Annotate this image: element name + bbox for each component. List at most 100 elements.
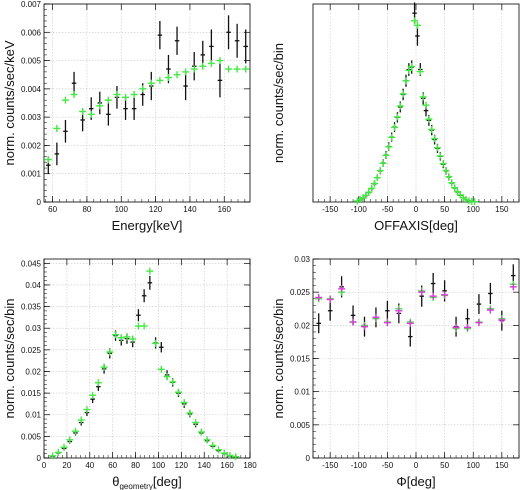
series-1 xyxy=(49,267,240,461)
data-point xyxy=(117,334,125,342)
data-point xyxy=(349,318,357,326)
data-point xyxy=(112,331,120,339)
x-axis-label: OFFAXIS[deg] xyxy=(374,218,458,233)
data-point xyxy=(226,451,234,459)
data-point xyxy=(216,57,224,65)
data-point xyxy=(242,65,250,73)
y-tick-label: 0.004 xyxy=(21,85,42,94)
x-tick-label: -50 xyxy=(382,205,394,214)
y-tick-label: 0.015 xyxy=(290,355,311,364)
data-point xyxy=(113,91,121,99)
y-tick-label: 0 xyxy=(37,454,42,463)
data-point xyxy=(163,373,171,381)
x-tick-label: -100 xyxy=(351,205,368,214)
data-point xyxy=(174,388,182,396)
data-point xyxy=(147,79,155,87)
data-point xyxy=(96,102,104,110)
y-tick-label: 0.007 xyxy=(21,0,42,9)
data-point xyxy=(182,68,190,76)
data-point xyxy=(123,97,128,120)
theta-panel: 0 20 40 60 80 100 120 140 160 180 0 0.005 0.01 0.015 0… xyxy=(2,258,257,490)
data-point xyxy=(215,446,223,454)
data-point xyxy=(365,188,373,196)
x-tick-label: 140 xyxy=(183,205,197,214)
data-point xyxy=(399,90,407,98)
y-tick-label: 0.045 xyxy=(21,259,42,268)
offaxis-panel: -150 -100 -50 0 50 100 150 OFFAXIS[deg] norm. co… xyxy=(271,2,520,233)
data-point xyxy=(509,283,517,291)
plot-frame xyxy=(43,3,251,203)
data-point xyxy=(190,65,198,73)
data-point xyxy=(376,167,384,175)
data-point xyxy=(385,143,393,151)
y-tick-label: 0.015 xyxy=(21,389,42,398)
data-point xyxy=(71,71,77,95)
y-tick-label: 0.025 xyxy=(290,288,311,297)
data-point xyxy=(431,135,439,143)
y-tick-label: 0.006 xyxy=(21,28,42,37)
data-point xyxy=(83,406,91,414)
data-point xyxy=(243,29,248,64)
data-point xyxy=(441,291,449,299)
data-point xyxy=(61,96,69,104)
data-point xyxy=(60,443,68,451)
plot-area xyxy=(44,4,250,202)
data-point xyxy=(156,76,164,84)
data-point xyxy=(418,288,426,296)
data-point xyxy=(104,96,112,104)
y-tick-label: 0.01 xyxy=(25,411,41,420)
data-point xyxy=(70,91,78,99)
y-tick-label: 0.03 xyxy=(25,324,41,333)
data-point xyxy=(49,452,57,460)
x-tick-label: 60 xyxy=(48,205,57,214)
data-point xyxy=(180,399,188,407)
data-point xyxy=(186,409,194,417)
data-point xyxy=(66,436,74,444)
data-point xyxy=(136,309,141,322)
x-axis-label: Energy[keV] xyxy=(112,218,183,233)
data-point xyxy=(382,151,390,159)
data-point xyxy=(327,300,333,321)
y-tick-label: 0.01 xyxy=(294,388,310,397)
data-point xyxy=(448,179,456,187)
data-point xyxy=(408,326,413,347)
data-point xyxy=(452,323,460,331)
data-point xyxy=(54,142,60,166)
data-point xyxy=(405,66,413,74)
x-tick-label: 100 xyxy=(467,205,481,214)
data-point xyxy=(53,124,61,132)
x-tick-label: 50 xyxy=(440,205,449,214)
data-point xyxy=(445,173,453,181)
data-point xyxy=(326,295,334,303)
x-tick-label: 100 xyxy=(152,461,166,470)
x-tick-label: 180 xyxy=(243,461,257,470)
data-point xyxy=(379,159,387,167)
data-point xyxy=(415,26,420,46)
data-point xyxy=(152,339,160,347)
y-tick-label: 0 xyxy=(306,454,311,463)
x-tick-label: -100 xyxy=(351,461,368,470)
data-point xyxy=(393,113,401,121)
data-point xyxy=(406,319,414,327)
y-tick-label: 0.03 xyxy=(294,255,310,264)
data-point xyxy=(232,453,240,461)
y-tick-label: 0.04 xyxy=(25,281,41,290)
data-point xyxy=(433,144,441,152)
data-point xyxy=(77,416,85,424)
data-point xyxy=(425,115,433,123)
data-point xyxy=(233,65,241,73)
data-point xyxy=(464,323,471,331)
x-tick-label: 20 xyxy=(62,461,71,470)
data-point xyxy=(44,156,52,164)
data-point xyxy=(141,289,147,303)
data-point xyxy=(385,300,390,321)
x-tick-label: 100 xyxy=(467,461,481,470)
data-point xyxy=(361,323,368,331)
data-point xyxy=(338,285,346,293)
data-point xyxy=(164,74,172,82)
data-point xyxy=(428,126,436,134)
x-tick-label: 120 xyxy=(149,205,163,214)
data-point xyxy=(71,427,79,435)
data-point xyxy=(488,282,493,305)
x-axis-label: Φ[deg] xyxy=(396,474,435,489)
